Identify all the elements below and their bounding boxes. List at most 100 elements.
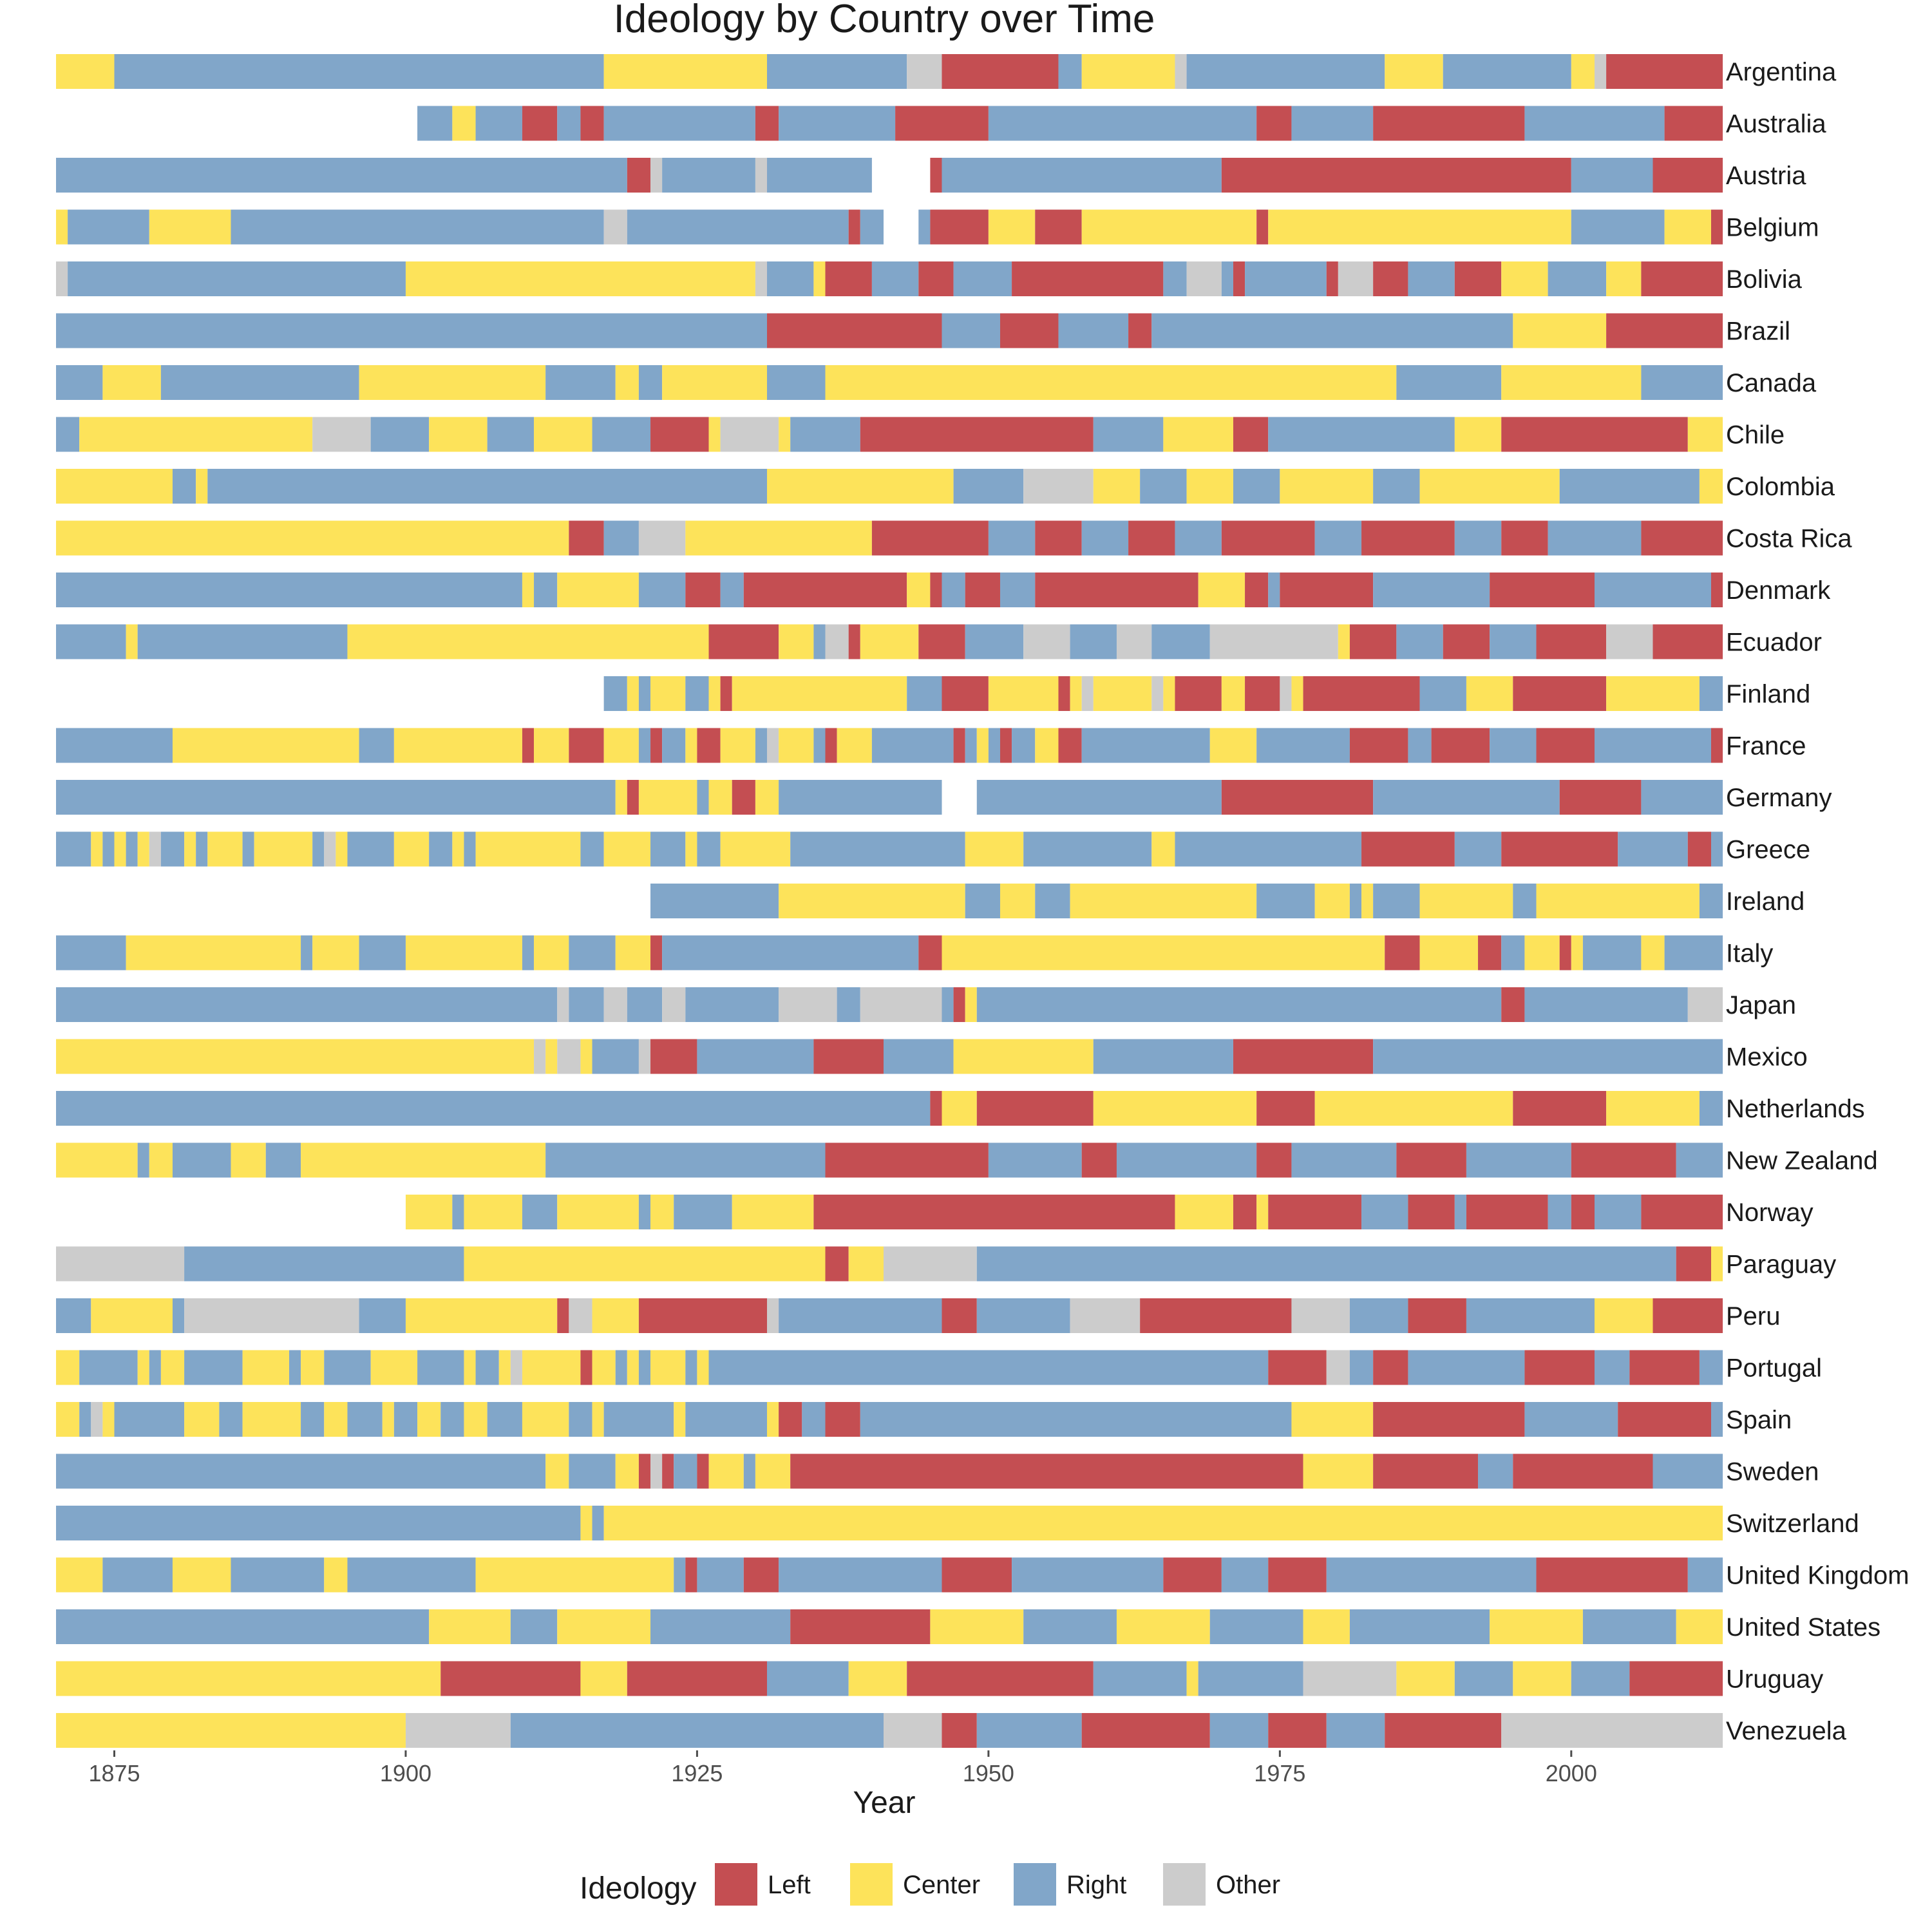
bar-segment <box>522 1402 569 1437</box>
bar-segment <box>1035 884 1070 918</box>
country-label: Netherlands <box>1726 1095 1865 1123</box>
bar-segment <box>697 1350 709 1385</box>
country-row-greece <box>56 831 1723 867</box>
bar-segment <box>510 1350 522 1385</box>
bar-segment <box>871 728 954 763</box>
country-label: United Kingdom <box>1726 1562 1909 1590</box>
bar-segment <box>592 1039 639 1074</box>
bar-segment <box>592 417 651 452</box>
bar-segment <box>1653 1298 1723 1333</box>
bar-segment <box>56 365 103 400</box>
country-label: Costa Rica <box>1726 525 1852 553</box>
bar-segment <box>1326 1713 1385 1748</box>
bar-segment <box>79 1402 91 1437</box>
bar-segment <box>1618 1402 1711 1437</box>
legend-label-left: Left <box>768 1871 811 1899</box>
bar-segment <box>207 469 768 504</box>
bar-segment <box>1221 676 1245 711</box>
bar-segment <box>475 1350 499 1385</box>
bar-segment <box>1606 54 1723 89</box>
bar-segment <box>522 1350 581 1385</box>
bar-segment <box>184 1402 220 1437</box>
bar-segment <box>953 1039 1094 1074</box>
bar-segment <box>301 1142 546 1178</box>
bar-segment <box>1606 313 1723 348</box>
bar-segment <box>1396 624 1443 659</box>
bar-segment <box>1711 573 1723 607</box>
bar-segment <box>149 831 161 867</box>
bar-segment <box>1163 1557 1222 1593</box>
bar-segment <box>1571 54 1595 89</box>
bar-segment <box>918 261 954 296</box>
bar-segment <box>592 1298 639 1333</box>
bar-segment <box>1093 1661 1187 1696</box>
bar-segment <box>370 417 430 452</box>
bar-segment <box>1058 54 1082 89</box>
bar-segment <box>767 728 779 763</box>
bar-segment <box>56 520 569 556</box>
bar-segment <box>1582 1609 1676 1644</box>
country-row-france <box>56 728 1723 763</box>
bar-segment <box>1641 1195 1723 1229</box>
bar-segment <box>137 831 149 867</box>
bar-segment <box>592 1350 616 1385</box>
bar-segment <box>942 1557 1012 1593</box>
bar-segment <box>1012 1557 1164 1593</box>
bar-segment <box>779 728 814 763</box>
bar-segment <box>674 1195 732 1229</box>
bar-segment <box>1524 106 1665 141</box>
country-label: Chile <box>1726 421 1785 450</box>
bar-segment <box>615 1350 627 1385</box>
bar-segment <box>1676 1142 1723 1178</box>
bar-segment <box>1023 831 1152 867</box>
bar-segment <box>1454 1661 1513 1696</box>
bar-segment <box>231 1557 325 1593</box>
bar-segment <box>1314 1091 1513 1126</box>
bar-segment <box>907 573 931 607</box>
bar-segment <box>114 831 126 867</box>
bar-segment <box>1268 209 1571 245</box>
legend-swatch-center <box>850 1863 893 1906</box>
bar-segment <box>779 417 791 452</box>
bar-segment <box>1245 261 1327 296</box>
bar-segment <box>289 1350 301 1385</box>
bar-segment <box>1595 573 1711 607</box>
bar-segment <box>56 313 768 348</box>
legend-item-other: Other <box>1163 1863 1280 1906</box>
country-row-canada <box>56 365 1723 400</box>
bar-segment <box>743 573 907 607</box>
bar-segment <box>779 106 896 141</box>
bar-segment <box>405 261 755 296</box>
bar-segment <box>860 209 884 245</box>
bar-segment <box>1454 831 1502 867</box>
bar-segment <box>1653 158 1723 193</box>
bar-segment <box>662 728 686 763</box>
bar-segment <box>1641 261 1723 296</box>
bar-segment <box>149 1142 173 1178</box>
bar-segment <box>930 158 942 193</box>
bar-segment <box>1385 54 1443 89</box>
bar-segment <box>685 1350 697 1385</box>
bar-segment <box>545 1454 569 1489</box>
bar-segment <box>1291 106 1374 141</box>
bar-segment <box>627 780 639 815</box>
bar-segment <box>393 728 522 763</box>
country-row-peru <box>56 1298 1723 1333</box>
bar-segment <box>1361 1195 1408 1229</box>
bar-segment <box>708 1454 744 1489</box>
bar-segment <box>685 573 721 607</box>
bar-segment <box>359 728 394 763</box>
bar-segment <box>1349 1350 1374 1385</box>
bar-segment <box>417 1402 441 1437</box>
bar-segment <box>1373 1454 1479 1489</box>
bar-segment <box>1012 261 1164 296</box>
bar-segment <box>1221 1557 1269 1593</box>
bar-segment <box>1664 935 1723 971</box>
bar-segment <box>1595 1298 1653 1333</box>
bar-segment <box>68 261 406 296</box>
bar-segment <box>755 158 768 193</box>
bar-segment <box>650 417 709 452</box>
bar-segment <box>184 1350 243 1385</box>
bar-segment <box>708 624 779 659</box>
bar-segment <box>1490 624 1537 659</box>
